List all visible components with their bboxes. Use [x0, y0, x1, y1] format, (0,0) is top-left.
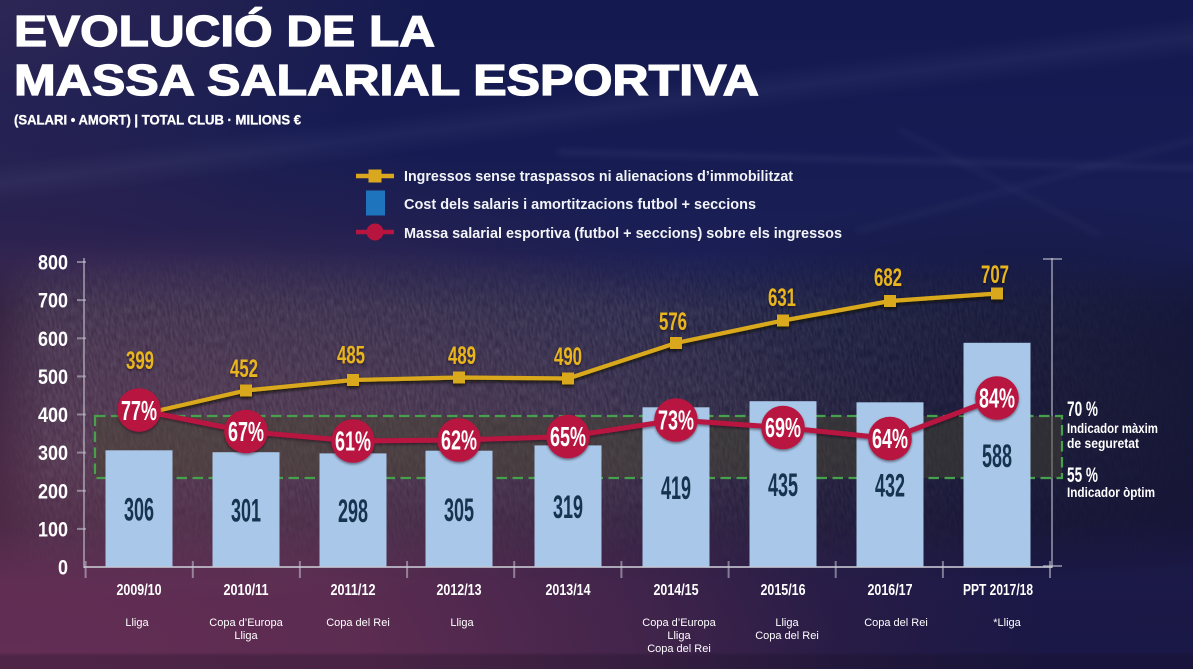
- svg-text:298: 298: [338, 493, 368, 529]
- svg-text:319: 319: [553, 489, 583, 525]
- svg-text:Copa del Rei: Copa del Rei: [647, 643, 711, 655]
- svg-text:65%: 65%: [550, 421, 586, 452]
- svg-text:67%: 67%: [228, 416, 264, 447]
- svg-text:Copa del Rei: Copa del Rei: [326, 617, 390, 629]
- svg-text:2010/11: 2010/11: [224, 582, 269, 599]
- svg-text:600: 600: [38, 328, 68, 351]
- svg-text:489: 489: [448, 342, 476, 370]
- svg-text:631: 631: [768, 284, 796, 312]
- svg-text:62%: 62%: [441, 425, 477, 456]
- svg-text:Copa del Rei: Copa del Rei: [864, 617, 928, 629]
- svg-text:EVOLUCIÓ DE LA: EVOLUCIÓ DE LA: [14, 6, 435, 56]
- svg-text:2012/13: 2012/13: [437, 582, 482, 599]
- svg-text:Massa salarial esportiva (futb: Massa salarial esportiva (futbol + secci…: [404, 226, 842, 242]
- svg-text:800: 800: [38, 252, 68, 275]
- svg-text:576: 576: [659, 308, 687, 336]
- svg-text:435: 435: [768, 467, 798, 503]
- svg-text:490: 490: [554, 343, 582, 371]
- svg-text:2013/14: 2013/14: [546, 582, 591, 599]
- svg-text:301: 301: [231, 493, 261, 529]
- svg-text:2011/12: 2011/12: [331, 582, 376, 599]
- svg-text:*Lliga: *Lliga: [993, 617, 1021, 629]
- svg-text:305: 305: [444, 492, 474, 528]
- svg-text:2014/15: 2014/15: [654, 582, 699, 599]
- svg-text:69%: 69%: [765, 412, 801, 443]
- svg-text:306: 306: [124, 492, 154, 528]
- svg-text:Copa d’Europa: Copa d’Europa: [642, 617, 716, 629]
- svg-text:84%: 84%: [979, 383, 1015, 414]
- svg-text:432: 432: [875, 468, 905, 504]
- svg-text:Copa del Rei: Copa del Rei: [755, 630, 819, 642]
- svg-text:77%: 77%: [121, 395, 157, 426]
- svg-text:(SALARI • AMORT) | TOTAL CLUB: (SALARI • AMORT) | TOTAL CLUB · MILIONS …: [14, 112, 301, 128]
- svg-text:399: 399: [126, 347, 154, 375]
- svg-text:400: 400: [38, 404, 68, 427]
- svg-text:300: 300: [38, 442, 68, 465]
- svg-text:Lliga: Lliga: [450, 617, 474, 629]
- svg-text:73%: 73%: [658, 405, 694, 436]
- svg-text:485: 485: [337, 342, 365, 370]
- svg-text:Lliga: Lliga: [667, 630, 691, 642]
- svg-text:682: 682: [874, 264, 902, 292]
- svg-text:100: 100: [38, 518, 68, 541]
- svg-text:55 %: 55 %: [1067, 464, 1098, 487]
- svg-text:70 %: 70 %: [1067, 398, 1098, 421]
- svg-text:500: 500: [38, 366, 68, 389]
- svg-text:Indicador màxim: Indicador màxim: [1067, 420, 1158, 436]
- svg-text:64%: 64%: [872, 423, 908, 454]
- svg-text:de seguretat: de seguretat: [1067, 435, 1139, 451]
- svg-text:MASSA SALARIAL ESPORTIVA: MASSA SALARIAL ESPORTIVA: [14, 56, 759, 105]
- svg-text:Indicador òptim: Indicador òptim: [1067, 484, 1155, 500]
- svg-text:419: 419: [661, 470, 691, 506]
- svg-text:0: 0: [58, 557, 68, 580]
- svg-text:452: 452: [230, 355, 258, 383]
- svg-text:Copa d’Europa: Copa d’Europa: [209, 617, 283, 629]
- svg-text:61%: 61%: [335, 426, 371, 457]
- svg-text:2009/10: 2009/10: [117, 582, 162, 599]
- svg-text:Cost dels salaris i amortitzac: Cost dels salaris i amortitzacions futbo…: [404, 197, 756, 213]
- svg-text:Lliga: Lliga: [125, 617, 149, 629]
- svg-text:2016/17: 2016/17: [868, 582, 913, 599]
- svg-text:588: 588: [982, 438, 1012, 474]
- svg-text:Ingressos sense traspassos ni: Ingressos sense traspassos ni alienacion…: [404, 169, 793, 185]
- svg-text:PPT 2017/18: PPT 2017/18: [963, 582, 1033, 599]
- svg-text:200: 200: [38, 480, 68, 503]
- svg-text:707: 707: [981, 261, 1009, 289]
- svg-text:Lliga: Lliga: [775, 617, 799, 629]
- svg-text:700: 700: [38, 290, 68, 313]
- svg-text:2015/16: 2015/16: [761, 582, 806, 599]
- svg-text:Lliga: Lliga: [234, 630, 258, 642]
